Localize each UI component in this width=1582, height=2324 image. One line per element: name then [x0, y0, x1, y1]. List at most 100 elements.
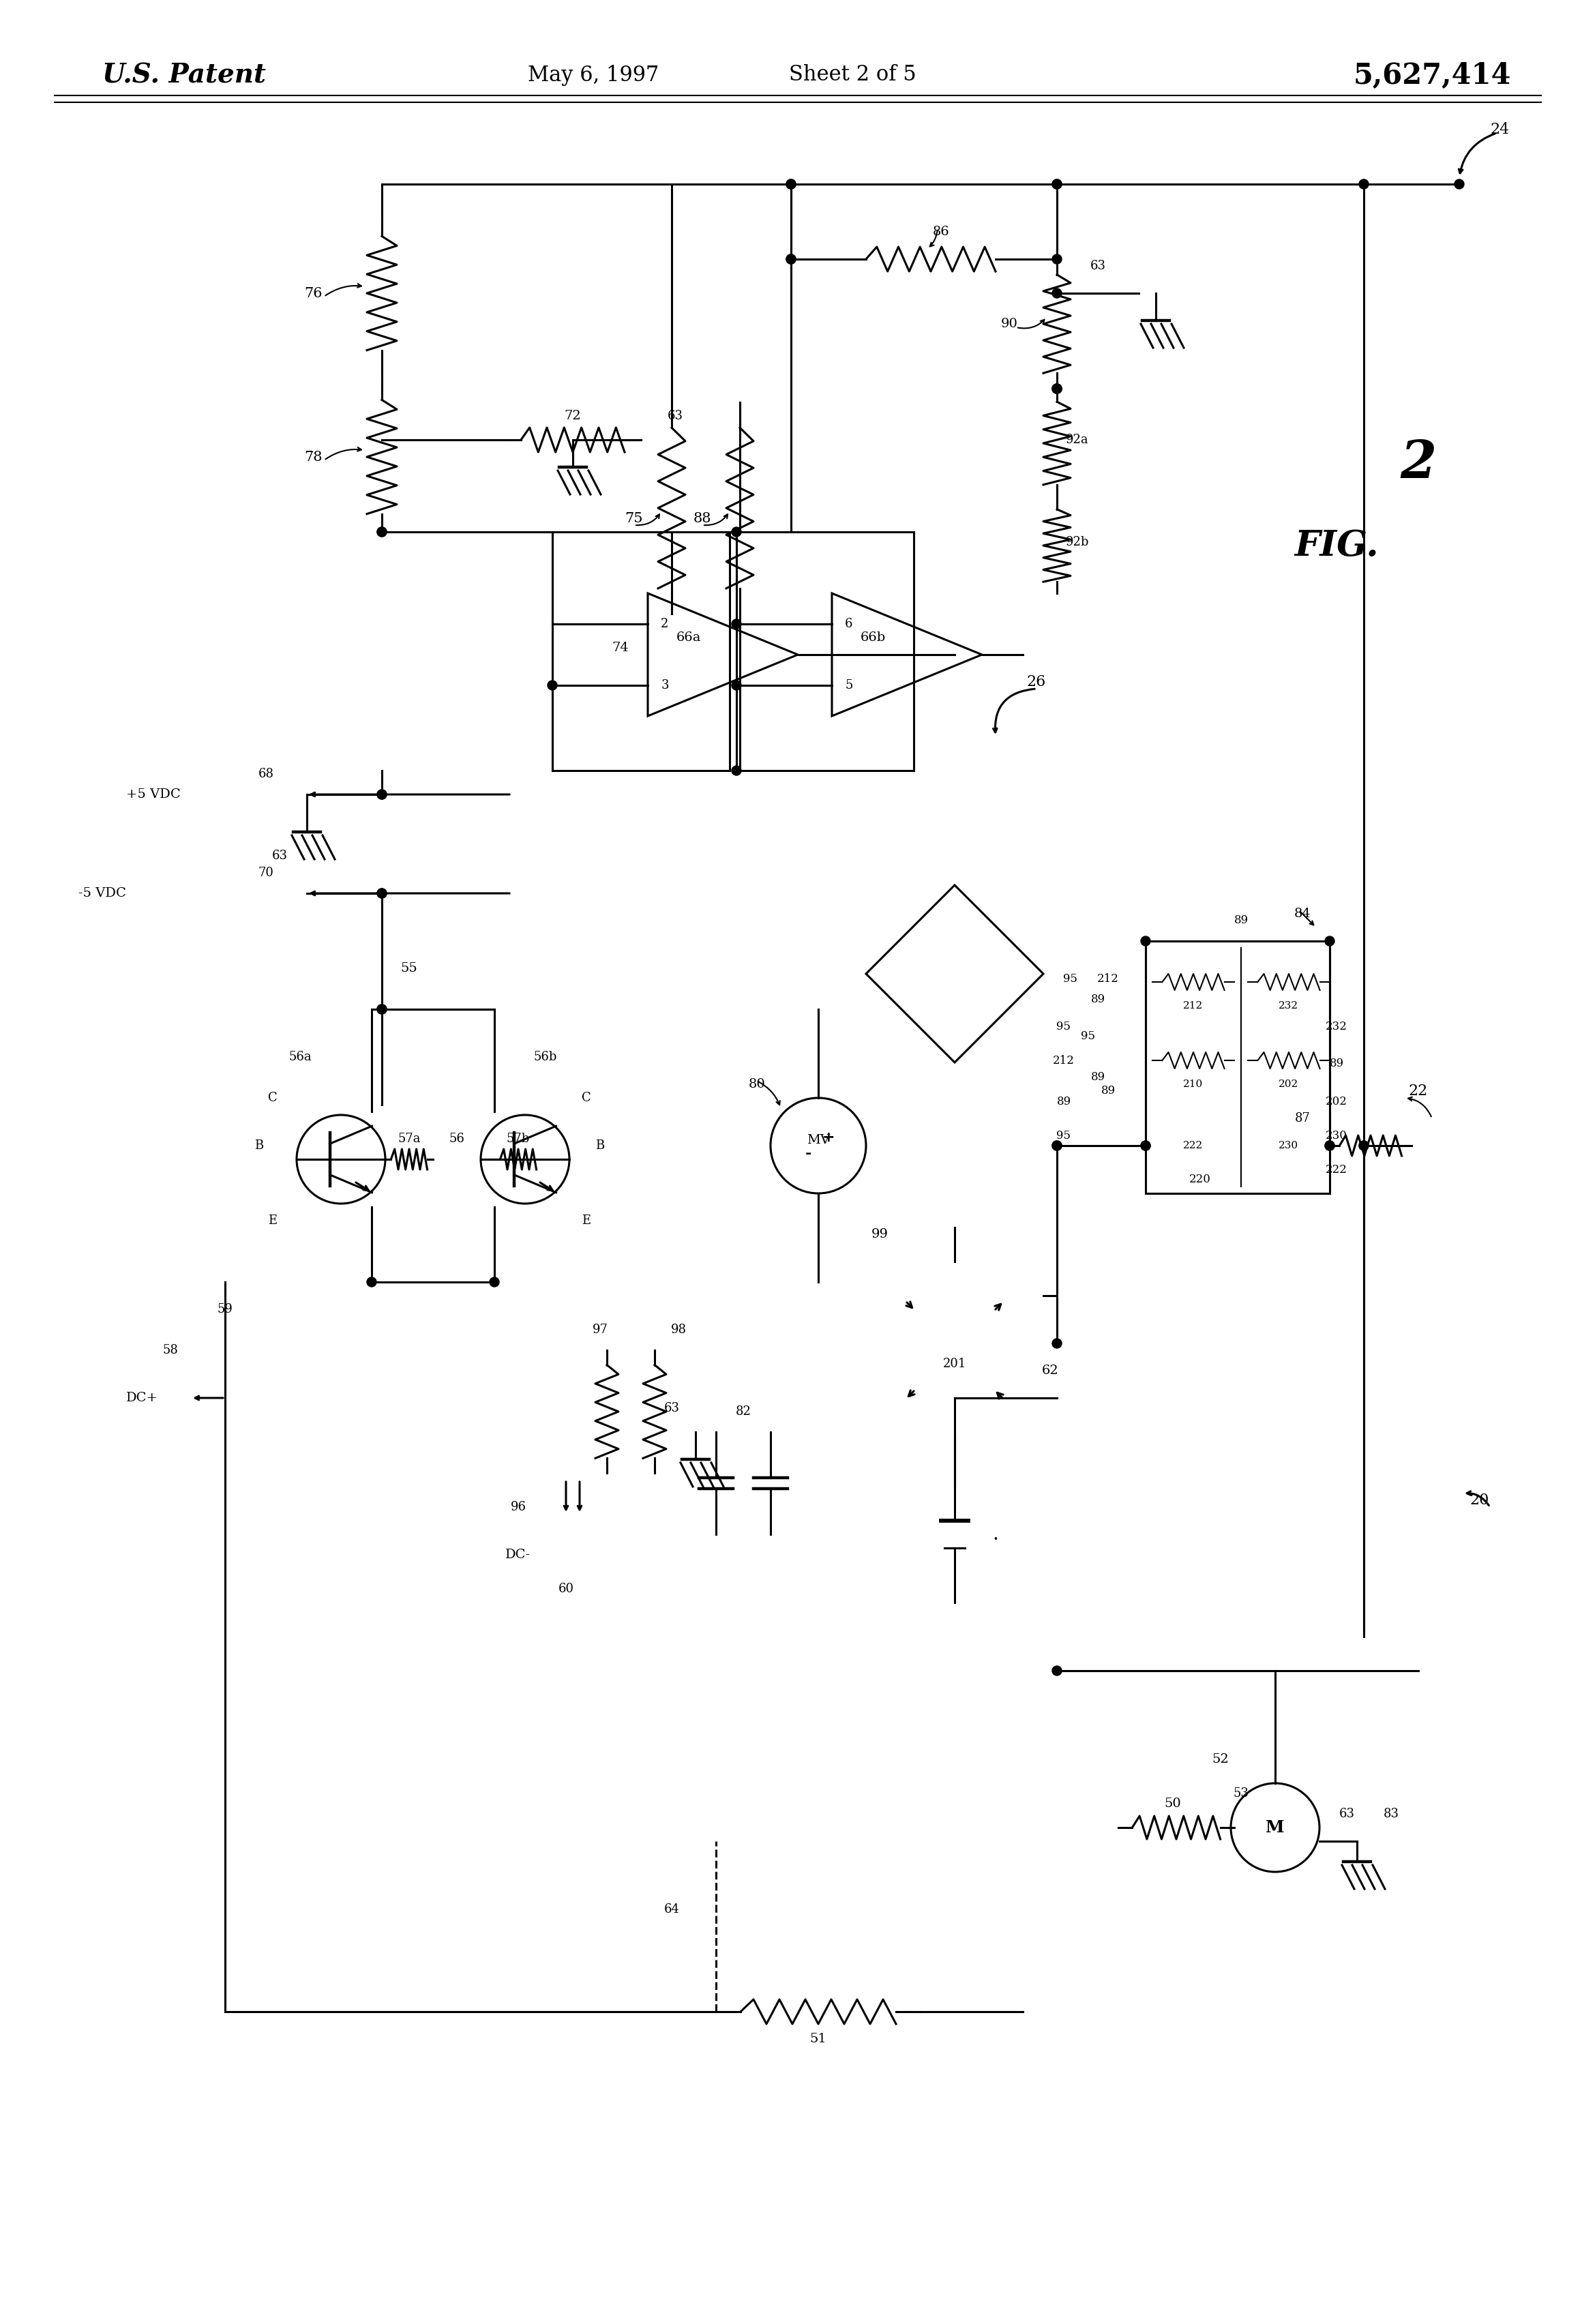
Text: 57a: 57a	[397, 1132, 421, 1146]
Circle shape	[377, 790, 386, 799]
Text: 95: 95	[1063, 974, 1077, 985]
Text: 95: 95	[1057, 1020, 1071, 1032]
Bar	[1145, 941, 1330, 1192]
Text: 82: 82	[736, 1406, 751, 1418]
Text: 202: 202	[1278, 1078, 1299, 1090]
Text: B: B	[255, 1139, 264, 1153]
Text: 2: 2	[1400, 439, 1436, 488]
Text: 56: 56	[449, 1132, 465, 1146]
Text: +: +	[823, 1132, 835, 1143]
Text: 202: 202	[1326, 1095, 1348, 1106]
Text: 90: 90	[1001, 318, 1017, 330]
Text: FIG.: FIG.	[1294, 528, 1378, 562]
Text: 63: 63	[664, 1401, 680, 1415]
Text: 56a: 56a	[288, 1050, 312, 1062]
Text: 66b: 66b	[861, 632, 886, 644]
Text: 24: 24	[1490, 123, 1509, 137]
Text: 72: 72	[565, 409, 581, 423]
Text: 88: 88	[693, 511, 712, 525]
Text: MV: MV	[807, 1134, 831, 1146]
Text: 5,627,414: 5,627,414	[1353, 60, 1511, 88]
Circle shape	[1052, 1141, 1062, 1150]
Text: E: E	[582, 1215, 592, 1227]
Text: DC+: DC+	[127, 1392, 158, 1404]
Text: 89: 89	[1090, 992, 1106, 1004]
Text: 98: 98	[671, 1325, 687, 1336]
Circle shape	[1141, 937, 1150, 946]
Text: 232: 232	[1278, 1002, 1299, 1011]
Text: 230: 230	[1326, 1129, 1348, 1141]
Text: +5 VDC: +5 VDC	[127, 788, 180, 799]
Text: 6: 6	[845, 618, 853, 630]
Circle shape	[367, 1278, 377, 1287]
Text: M: M	[1266, 1820, 1285, 1836]
Text: C: C	[267, 1092, 277, 1104]
Text: 68: 68	[258, 767, 274, 781]
Text: 63: 63	[272, 851, 288, 862]
Text: 62: 62	[1041, 1364, 1058, 1376]
Text: 51: 51	[810, 2034, 827, 2045]
Text: 63: 63	[1090, 260, 1106, 272]
Text: 56b: 56b	[533, 1050, 557, 1062]
Text: 212: 212	[1098, 974, 1118, 985]
Text: 80: 80	[748, 1078, 766, 1090]
Text: 55: 55	[400, 962, 418, 974]
Circle shape	[377, 528, 386, 537]
Circle shape	[1052, 288, 1062, 297]
Circle shape	[786, 253, 796, 265]
Text: E: E	[269, 1215, 277, 1227]
Circle shape	[489, 1278, 500, 1287]
Text: .: .	[992, 1525, 998, 1543]
Text: U.S. Patent: U.S. Patent	[103, 63, 266, 88]
Text: 87: 87	[1294, 1113, 1310, 1125]
Circle shape	[786, 179, 796, 188]
Circle shape	[377, 790, 386, 799]
Text: 96: 96	[511, 1501, 527, 1513]
Text: 232: 232	[1326, 1020, 1348, 1032]
Text: 74: 74	[612, 641, 630, 653]
Circle shape	[731, 681, 742, 690]
Text: 76: 76	[305, 286, 323, 300]
Text: May 6, 1997: May 6, 1997	[528, 65, 658, 86]
Text: 92a: 92a	[1066, 435, 1088, 446]
Circle shape	[377, 1004, 386, 1013]
Text: 222: 222	[1183, 1141, 1204, 1150]
Text: 57b: 57b	[506, 1132, 530, 1146]
Text: 70: 70	[258, 867, 274, 878]
Circle shape	[1052, 1666, 1062, 1676]
Circle shape	[377, 1004, 386, 1013]
Text: 212: 212	[1054, 1055, 1074, 1067]
Text: 220: 220	[1190, 1174, 1210, 1185]
Text: 89: 89	[1101, 1085, 1115, 1097]
Text: 63: 63	[668, 409, 683, 423]
Text: 230: 230	[1278, 1141, 1299, 1150]
Circle shape	[377, 888, 386, 897]
Circle shape	[1052, 253, 1062, 265]
Bar	[552, 532, 729, 772]
Text: Sheet 2 of 5: Sheet 2 of 5	[789, 65, 916, 86]
Circle shape	[731, 767, 742, 776]
Circle shape	[547, 681, 557, 690]
Text: 66a: 66a	[677, 632, 701, 644]
Circle shape	[1052, 1339, 1062, 1348]
Text: 52: 52	[1212, 1752, 1229, 1766]
Circle shape	[731, 618, 742, 630]
Text: 50: 50	[1164, 1796, 1182, 1810]
Text: 95: 95	[1057, 1129, 1071, 1141]
Text: 58: 58	[163, 1343, 179, 1357]
Circle shape	[1141, 1141, 1150, 1150]
Text: 75: 75	[625, 511, 644, 525]
Circle shape	[1052, 179, 1062, 188]
Text: -5 VDC: -5 VDC	[79, 888, 127, 899]
Circle shape	[1326, 937, 1335, 946]
Circle shape	[786, 179, 796, 188]
Text: 222: 222	[1326, 1164, 1348, 1176]
Circle shape	[1052, 383, 1062, 393]
Text: 83: 83	[1383, 1808, 1398, 1820]
Text: 26: 26	[1027, 674, 1046, 690]
Text: 53: 53	[1234, 1787, 1248, 1799]
Text: 64: 64	[664, 1903, 679, 1915]
Text: 59: 59	[217, 1304, 233, 1315]
Text: 5: 5	[845, 679, 853, 693]
Text: C: C	[582, 1092, 592, 1104]
